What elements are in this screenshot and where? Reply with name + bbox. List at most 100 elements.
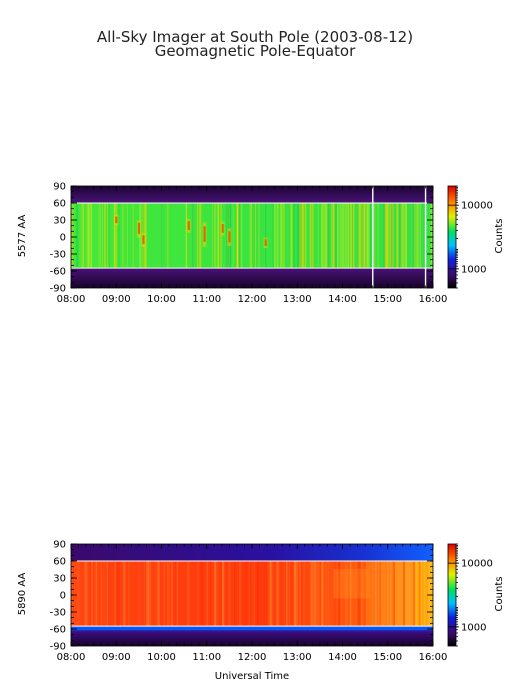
colorbar-frame	[447, 185, 457, 289]
streak	[314, 561, 317, 627]
streak	[249, 203, 252, 269]
colorbar: 10000 1000	[447, 185, 493, 289]
bright-spot	[221, 223, 224, 233]
streak	[310, 561, 311, 627]
streak	[226, 203, 228, 269]
streak	[326, 561, 328, 627]
streak	[149, 561, 151, 627]
streak	[216, 561, 219, 627]
streak	[116, 203, 118, 269]
streak	[107, 203, 110, 269]
streak	[340, 203, 343, 269]
streak	[313, 561, 316, 627]
streak	[285, 561, 287, 627]
streak	[167, 203, 169, 269]
streak	[99, 203, 101, 269]
bright-spot	[264, 239, 267, 246]
x-tick-label: 08:00	[57, 294, 86, 305]
streak	[106, 561, 109, 627]
streak-texture	[71, 561, 431, 627]
streak	[301, 561, 302, 627]
streak	[236, 561, 238, 627]
streak	[104, 203, 106, 269]
streak	[71, 203, 73, 269]
streak	[138, 561, 140, 627]
streak	[86, 203, 88, 269]
colorbar-tick-label: 10000	[461, 201, 493, 212]
streak	[251, 561, 253, 627]
streak	[118, 203, 121, 269]
y-tick-label: 90	[53, 540, 66, 551]
streak	[101, 561, 103, 627]
streak	[154, 561, 157, 627]
streak	[342, 203, 344, 269]
streak	[373, 561, 376, 627]
streak	[429, 561, 431, 627]
streak	[418, 561, 421, 627]
streak	[424, 561, 427, 627]
streak	[418, 561, 421, 627]
streak	[416, 203, 419, 269]
streak	[416, 203, 417, 269]
streak	[276, 561, 279, 627]
streak	[144, 203, 147, 269]
streak	[339, 561, 342, 627]
streak	[406, 561, 407, 627]
streak	[312, 203, 314, 269]
streak	[339, 561, 340, 627]
streak	[311, 203, 314, 269]
x-tick-label: 14:00	[328, 294, 357, 305]
streak	[176, 561, 179, 627]
streak	[272, 203, 274, 269]
streak	[422, 561, 424, 627]
y-tick-label: 90	[53, 182, 66, 193]
streak	[281, 203, 284, 269]
streak	[248, 561, 250, 627]
y-tick-label: 30	[53, 216, 66, 227]
streak	[277, 203, 279, 269]
x-tick-label: 11:00	[192, 294, 221, 305]
streak	[269, 561, 272, 627]
streak	[352, 203, 355, 269]
streak	[240, 203, 243, 269]
streak	[338, 561, 340, 627]
streak	[403, 561, 405, 627]
streak	[399, 203, 401, 269]
streak	[402, 203, 405, 269]
streak	[346, 561, 348, 627]
chart-subtitle: Geomagnetic Pole-Equator	[155, 42, 356, 60]
streak	[393, 561, 395, 627]
streak	[375, 561, 377, 627]
streak	[227, 203, 230, 269]
streak	[117, 561, 120, 627]
streak	[232, 203, 234, 269]
streak	[144, 203, 147, 269]
streak	[332, 203, 335, 269]
streak	[108, 561, 110, 627]
streak	[98, 203, 100, 269]
streak	[161, 203, 163, 269]
data-gap	[424, 186, 427, 288]
streak	[367, 203, 370, 269]
x-tick-label: 16:00	[419, 652, 448, 663]
bright-halo	[136, 220, 141, 238]
streak	[85, 561, 88, 627]
streak	[333, 203, 336, 269]
streak	[314, 561, 316, 627]
streak	[374, 561, 376, 627]
streak	[413, 203, 416, 269]
streak	[175, 561, 177, 627]
streak	[349, 561, 352, 627]
streak	[365, 561, 367, 627]
streak	[117, 561, 120, 627]
streak	[144, 561, 145, 627]
streak	[401, 203, 404, 269]
streak	[328, 561, 330, 627]
streak-texture	[71, 203, 433, 269]
streak	[187, 561, 190, 627]
streak	[311, 561, 314, 627]
streak	[398, 561, 401, 627]
streak	[399, 561, 401, 627]
streak	[405, 203, 408, 269]
streak	[275, 561, 278, 627]
